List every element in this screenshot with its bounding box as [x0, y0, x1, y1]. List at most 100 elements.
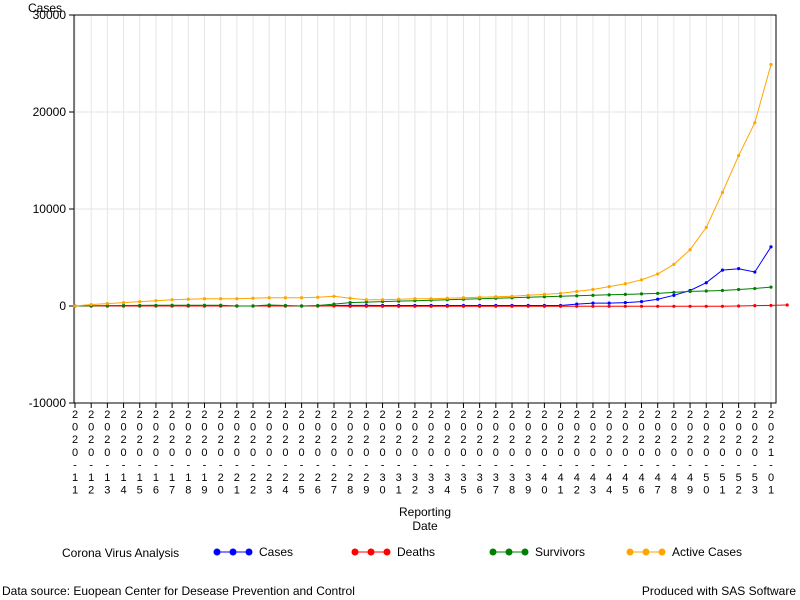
- y-tick-label: 30000: [33, 8, 67, 22]
- data-point-deaths: [704, 304, 708, 308]
- data-point-deaths: [672, 304, 676, 308]
- data-point-survivors: [251, 304, 255, 308]
- x-tick-label: 2 0 2 0 -4 3: [590, 409, 596, 497]
- y-axis: -10000 0 10000 20000 30000: [29, 8, 74, 410]
- data-point-active-cases: [672, 262, 676, 266]
- x-tick-label: 2 0 2 0 -4 4: [606, 409, 612, 497]
- data-point-active-cases: [219, 297, 223, 301]
- data-point-active-cases: [445, 296, 449, 300]
- data-point-active-cases: [267, 296, 271, 300]
- data-point-active-cases: [413, 297, 417, 301]
- data-point-deaths: [769, 303, 773, 308]
- data-point-active-cases: [170, 298, 174, 302]
- data-point-active-cases: [478, 295, 482, 299]
- data-point-deaths: [494, 304, 498, 308]
- data-point-active-cases: [283, 296, 288, 300]
- data-point-deaths: [737, 304, 741, 308]
- data-point-survivors: [121, 303, 126, 308]
- x-tick-label: 2 0 2 0 -4 7: [655, 409, 661, 497]
- legend-marker: [642, 548, 650, 556]
- data-point-cases: [769, 245, 773, 249]
- legend-label: Deaths: [397, 545, 435, 559]
- x-tick-label: 2 0 2 0 -3 2: [412, 409, 418, 497]
- data-point-active-cases: [542, 292, 546, 296]
- y-tick-label: 10000: [33, 202, 67, 216]
- data-point-deaths: [348, 304, 352, 308]
- data-point-deaths: [558, 304, 563, 308]
- data-point-active-cases: [300, 296, 304, 300]
- data-point-active-cases: [89, 302, 93, 307]
- data-point-active-cases: [316, 295, 320, 299]
- x-tick-label: 2 0 2 0 -2 9: [363, 409, 369, 497]
- data-point-deaths: [461, 304, 466, 308]
- data-point-deaths: [785, 303, 789, 307]
- data-point-active-cases: [656, 272, 660, 276]
- data-point-deaths: [397, 304, 401, 308]
- x-tick-label: 2 0 2 0 -2 0: [218, 409, 224, 497]
- data-point-cases: [737, 267, 741, 271]
- data-point-active-cases: [753, 121, 757, 125]
- data-point-deaths: [445, 304, 449, 308]
- x-tick-label: 2 0 2 0 -1 2: [88, 409, 94, 497]
- x-tick-label: 2 0 2 0 -1 4: [120, 409, 126, 497]
- data-point-survivors: [542, 295, 546, 299]
- data-point-cases: [639, 300, 644, 304]
- y-tick-label: -10000: [29, 396, 67, 410]
- x-tick-label: 2 0 2 0 -4 5: [622, 409, 628, 497]
- data-point-cases: [575, 302, 579, 306]
- x-tick-label: 2 0 2 0 -4 8: [671, 409, 677, 497]
- data-point-active-cases: [558, 291, 563, 295]
- data-source-note: Data source: Euopean Center for Desease …: [2, 584, 355, 598]
- data-point-active-cases: [461, 296, 466, 300]
- data-point-survivors: [607, 293, 611, 297]
- x-tick-label: 2 0 2 0 -5 2: [736, 409, 742, 497]
- data-point-cases: [753, 270, 757, 274]
- data-point-active-cases: [429, 297, 433, 301]
- data-point-survivors: [704, 289, 708, 293]
- data-point-deaths: [364, 304, 368, 308]
- data-point-active-cases: [332, 294, 336, 298]
- x-axis-title-line1: Reporting: [399, 505, 451, 519]
- x-tick-label: 2 0 2 0 -4 0: [541, 409, 547, 497]
- data-point-cases: [656, 297, 660, 301]
- data-point-survivors: [737, 287, 741, 292]
- data-point-survivors: [202, 303, 207, 307]
- x-tick-label: 2 0 2 0 -1 9: [201, 409, 207, 497]
- data-point-survivors: [283, 303, 288, 308]
- x-tick-label: 2 0 2 0 -1 5: [137, 409, 143, 497]
- data-point-active-cases: [688, 248, 692, 252]
- legend-label: Survivors: [535, 545, 585, 559]
- data-point-active-cases: [348, 296, 352, 300]
- data-point-survivors: [688, 289, 692, 294]
- data-point-deaths: [591, 304, 595, 308]
- legend-marker: [229, 548, 237, 556]
- data-point-survivors: [753, 286, 757, 291]
- data-point-active-cases: [769, 62, 773, 67]
- data-point-active-cases: [138, 300, 142, 304]
- x-tick-label: 2 0 2 0 -2 4: [282, 409, 288, 497]
- data-point-deaths: [510, 304, 514, 308]
- legend-title: Corona Virus Analysis: [62, 546, 179, 560]
- data-point-active-cases: [186, 297, 190, 301]
- data-point-survivors: [769, 285, 773, 289]
- x-tick-label: 2 0 2 0 -1 3: [104, 409, 110, 497]
- data-point-deaths: [688, 304, 692, 308]
- legend-marker: [489, 548, 497, 556]
- data-point-survivors: [558, 294, 563, 298]
- data-point-survivors: [154, 303, 158, 307]
- legend: Corona Virus Analysis Cases Deaths Survivo…: [62, 545, 742, 560]
- x-axis: 2 0 2 0 -1 1 2 0 2 0 -1 2 2 0 2 0 -1 3 2 0 2 0 -1 4 2 0 2 0 -1 5 2 0 2 0-…: [72, 403, 774, 497]
- data-point-active-cases: [704, 225, 708, 230]
- x-tick-label: 2 0 2 0 -1 7: [169, 409, 175, 497]
- produced-with-note: Produced with SAS Software: [641, 584, 796, 598]
- data-point-deaths: [526, 304, 530, 308]
- legend-marker: [658, 548, 666, 556]
- data-point-survivors: [235, 304, 239, 308]
- legend-label: Active Cases: [672, 545, 742, 559]
- x-tick-label: 2 0 2 0 -2 3: [266, 409, 272, 497]
- data-point-deaths: [575, 304, 579, 308]
- data-point-active-cases: [397, 297, 401, 301]
- data-point-deaths: [380, 304, 385, 308]
- data-point-deaths: [542, 304, 546, 308]
